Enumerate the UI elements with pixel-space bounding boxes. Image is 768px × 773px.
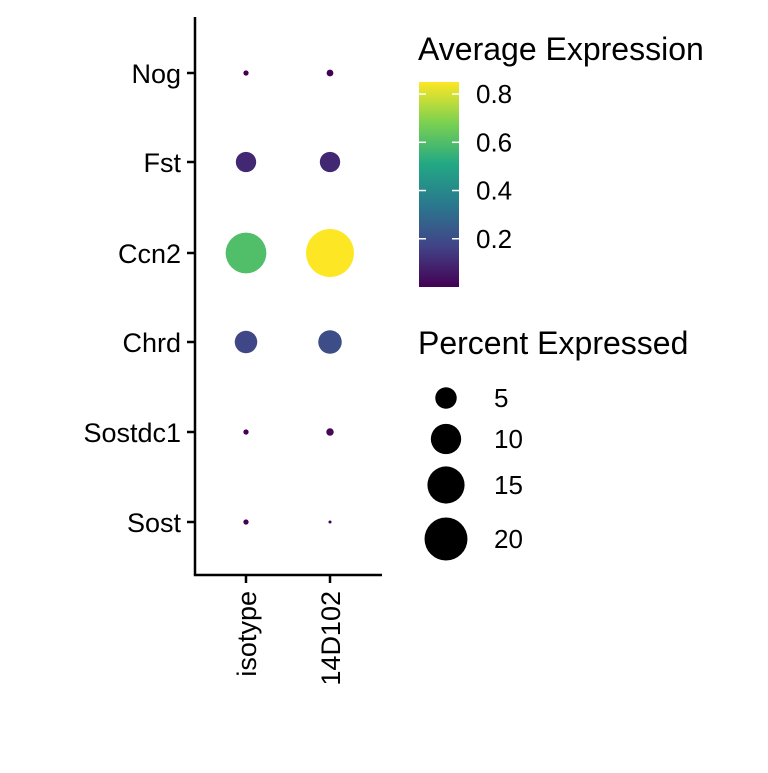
dot-ccn2-14d102: [306, 229, 354, 277]
color-legend-label-0: 0.2: [476, 224, 512, 254]
size-legend-label-2: 15: [494, 470, 523, 500]
y-tick-label-ccn2: Ccn2: [118, 239, 181, 269]
size-legend-dot-3: [424, 517, 468, 561]
size-legend-dot-1: [430, 423, 462, 455]
dot-chrd-isotype: [234, 330, 258, 354]
y-tick-label-sostdc1: Sostdc1: [83, 418, 181, 448]
y-tick-label-fst: Fst: [144, 148, 182, 178]
color-legend-label-3: 0.8: [476, 79, 512, 109]
x-tick-label-isotype: isotype: [232, 591, 262, 677]
dot-nog-isotype: [243, 70, 249, 76]
y-tick-label-sost: Sost: [127, 508, 182, 538]
y-tick-label-nog: Nog: [131, 59, 181, 89]
color-legend-title: Average Expression: [418, 31, 704, 67]
dot-ccn2-isotype: [225, 232, 267, 274]
dot-fst-14d102: [319, 151, 341, 173]
dot-sostdc1-14d102: [326, 428, 334, 436]
color-legend-label-1: 0.4: [476, 176, 512, 206]
size-legend-dot-0: [435, 387, 457, 409]
size-legend-label-3: 20: [494, 524, 523, 554]
size-legend-dot-2: [427, 466, 465, 504]
dot-fst-isotype: [235, 151, 257, 173]
dot-sost-14d102: [328, 520, 332, 524]
dot-sost-isotype: [243, 519, 249, 525]
color-legend-label-2: 0.6: [476, 127, 512, 157]
y-tick-label-chrd: Chrd: [122, 328, 181, 358]
color-legend-bar: [419, 82, 459, 287]
size-legend-label-0: 5: [494, 383, 508, 413]
dot-sostdc1-isotype: [243, 429, 249, 435]
size-legend-label-1: 10: [494, 424, 523, 454]
x-tick-label-14d102: 14D102: [316, 591, 346, 686]
dot-chrd-14d102: [318, 330, 342, 354]
dot-nog-14d102: [326, 69, 334, 77]
size-legend-title: Percent Expressed: [418, 325, 688, 361]
